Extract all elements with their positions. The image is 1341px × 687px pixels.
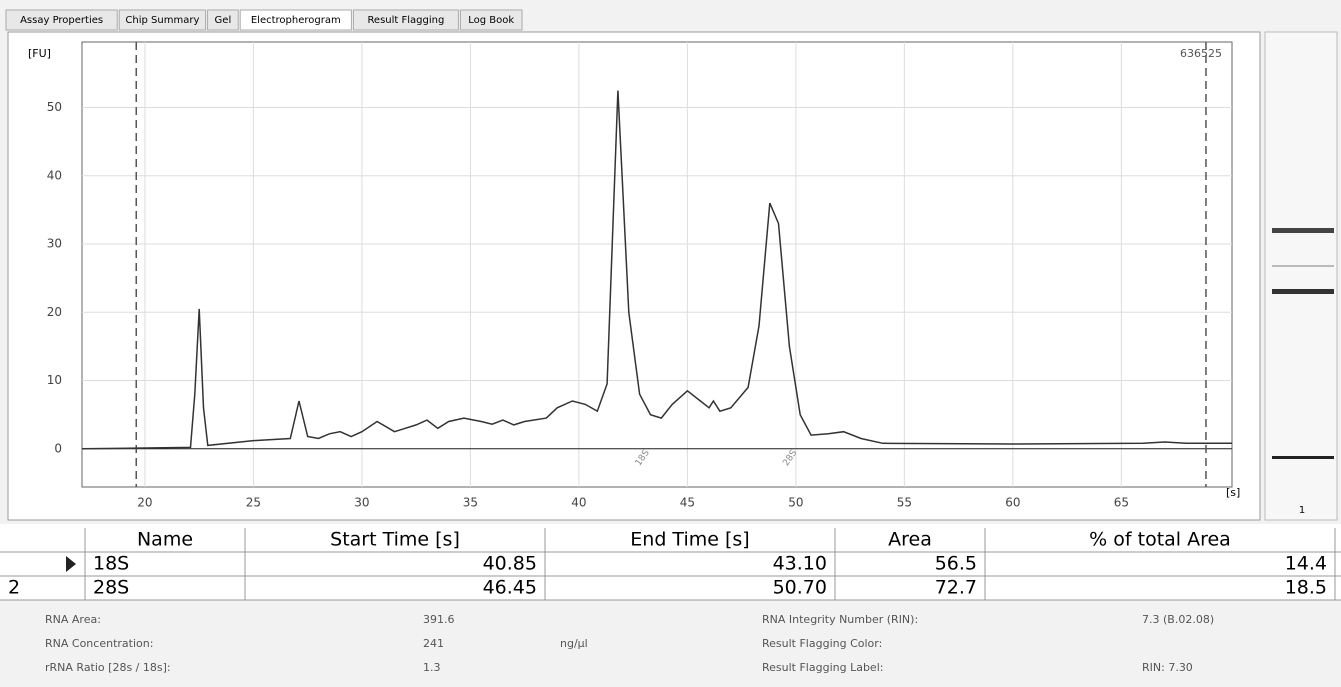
summary-label: Result Flagging Color: [762,637,882,650]
table-cell: 50.70 [773,577,827,599]
gel-band [1272,228,1334,233]
summary-label: rRNA Ratio [28s / 18s]: [45,661,171,674]
gel-band [1272,289,1334,294]
y-axis-label: [FU] [28,47,51,60]
x-tick-label: 20 [137,496,152,510]
tab-label[interactable]: Result Flagging [367,15,444,26]
summary-value: 7.3 (B.02.08) [1142,613,1214,626]
summary-label: RNA Area: [45,613,101,626]
table-header: End Time [s] [630,529,749,551]
y-tick-label: 30 [47,237,62,251]
x-tick-label: 50 [788,496,803,510]
table-cell: 28S [93,577,129,599]
table-cell: 14.4 [1285,553,1327,575]
tab-label[interactable]: Assay Properties [20,15,103,26]
table-cell: 56.5 [935,553,977,575]
x-tick-label: 30 [354,496,369,510]
row-number: 2 [8,577,20,599]
table-cell: 72.7 [935,577,977,599]
summary-value: 241 [423,637,444,650]
summary-label: RNA Integrity Number (RIN): [762,613,918,626]
tab-label[interactable]: Log Book [468,15,514,26]
x-tick-label: 65 [1114,496,1129,510]
tab-label[interactable]: Chip Summary [125,15,199,26]
table-cell: 46.45 [483,577,537,599]
summary-unit: ng/µl [560,637,588,650]
x-tick-label: 55 [897,496,912,510]
table-header: Area [888,529,932,551]
x-tick-label: 45 [680,496,695,510]
tab-label[interactable]: Electropherogram [251,15,341,26]
y-tick-label: 50 [47,100,62,114]
summary-value: 391.6 [423,613,455,626]
summary-label: RNA Concentration: [45,637,153,650]
y-tick-label: 40 [47,168,62,182]
y-tick-label: 0 [54,441,62,455]
table-cell: 18.5 [1285,577,1327,599]
table-header: % of total Area [1089,529,1231,551]
gel-band [1272,265,1334,267]
y-tick-label: 10 [47,373,62,387]
screen: 1 Assay Properties Chip Summary Gel Electro… [0,0,1341,683]
table-cell: 18S [93,553,129,575]
table-header: Name [137,529,193,551]
x-tick-label: 40 [571,496,586,510]
summary-value: 1.3 [423,661,441,674]
summary-value: RIN: 7.30 [1142,661,1193,674]
x-tick-label: 60 [1005,496,1020,510]
tab-label[interactable]: Gel [215,15,232,26]
lane-label: 1 [1299,505,1305,516]
summary-label: Result Flagging Label: [762,661,883,674]
table-cell: 40.85 [483,553,537,575]
x-tick-label: 25 [246,496,261,510]
x-axis-label: [s] [1226,486,1240,499]
table-header: Start Time [s] [330,529,460,551]
gel-lane [1265,32,1337,520]
chart-panel [8,32,1260,520]
x-tick-label: 35 [463,496,478,510]
sample-id: 636525 [1180,47,1222,60]
gel-band [1272,456,1334,459]
y-tick-label: 20 [47,305,62,319]
table-cell: 43.10 [773,553,827,575]
